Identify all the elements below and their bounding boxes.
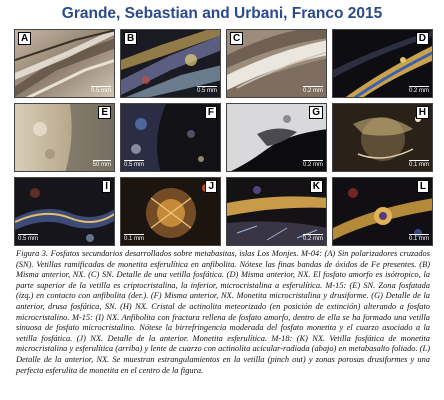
figure-caption: Figura 3. Fosfatos secundarios desarroll…: [16, 249, 430, 375]
scale-bar: 0.5 mm: [90, 86, 111, 94]
panel-letter: A: [18, 32, 32, 45]
scale-bar: 0.2 mm: [302, 160, 323, 168]
panel-k: K 0.2 mm: [226, 177, 327, 246]
scale-bar: 0.5 mm: [124, 160, 145, 168]
micrograph-e: [15, 104, 114, 171]
scale-bar: 0.5 mm: [196, 86, 217, 94]
scale-bar: 0.5 mm: [18, 234, 39, 242]
panel-letter: F: [204, 106, 217, 119]
micrograph-l: [333, 178, 432, 245]
panel-letter: J: [205, 180, 217, 193]
panel-letter: L: [416, 180, 429, 193]
panel-letter: C: [230, 32, 244, 45]
scale-bar: 0.2 mm: [302, 234, 323, 242]
panel-c: C 0.2 mm: [226, 29, 327, 98]
micrograph-h: [333, 104, 432, 171]
micrograph-b: [121, 30, 220, 97]
scale-bar: 0.2 mm: [408, 86, 429, 94]
page-title: Grande, Sebastian and Urbani, Franco 201…: [61, 5, 383, 22]
scale-bar: 50 mm: [92, 160, 111, 168]
micrograph-d: [333, 30, 432, 97]
panel-j: J 0.1 mm: [120, 177, 221, 246]
panel-i: I 0.5 mm: [14, 177, 115, 246]
figure-grid: A 0.5 mm B 0.5 mm C 0.2 mm: [14, 29, 433, 247]
micrograph-a: [15, 30, 114, 97]
scale-bar: 0.1 mm: [408, 234, 429, 242]
scale-bar: 0.1 mm: [408, 160, 429, 168]
micrograph-f: [121, 104, 220, 171]
scale-bar: 0.1 mm: [124, 234, 145, 242]
micrograph-k: [227, 178, 326, 245]
panel-letter: H: [415, 106, 429, 119]
panel-b: B 0.5 mm: [120, 29, 221, 98]
panel-d: D 0.2 mm: [332, 29, 433, 98]
scale-bar: 0.2 mm: [302, 86, 323, 94]
micrograph-i: [15, 178, 114, 245]
panel-a: A 0.5 mm: [14, 29, 115, 98]
panel-letter: E: [98, 106, 111, 119]
panel-letter: D: [415, 32, 429, 45]
panel-letter: G: [309, 106, 323, 119]
panel-f: F 0.5 mm: [120, 103, 221, 172]
panel-letter: I: [102, 180, 111, 193]
micrograph-c: [227, 30, 326, 97]
panel-g: G 0.2 mm: [226, 103, 327, 172]
panel-e: E 50 mm: [14, 103, 115, 172]
panel-letter: B: [124, 32, 138, 45]
panel-l: L 0.1 mm: [332, 177, 433, 246]
panel-h: H 0.1 mm: [332, 103, 433, 172]
panel-letter: K: [309, 180, 323, 193]
